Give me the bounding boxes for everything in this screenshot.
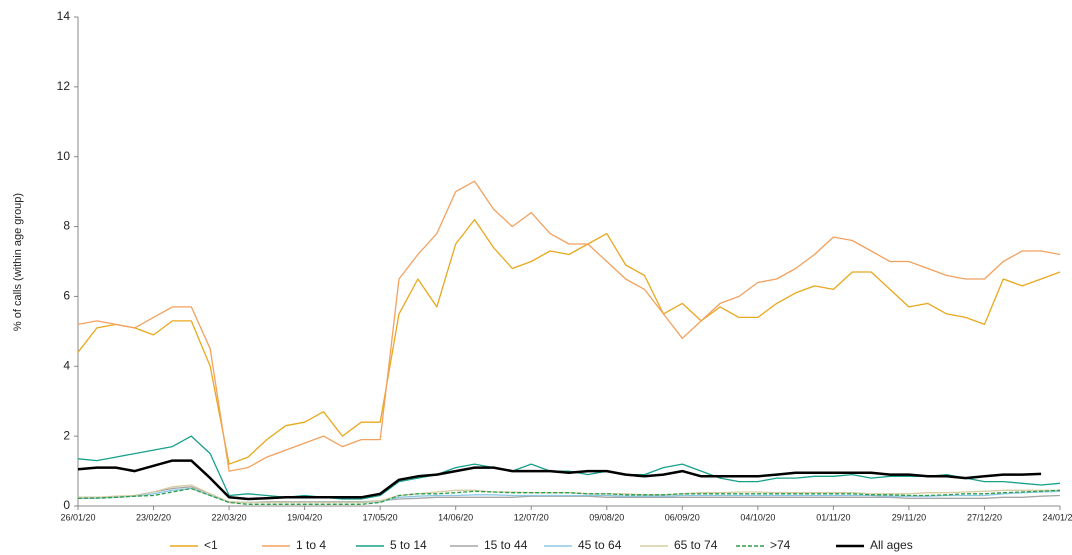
y-tick-label: 2 <box>63 428 70 442</box>
legend-label: 45 to 64 <box>578 538 622 552</box>
y-tick-label: 6 <box>63 289 70 303</box>
x-tick-label: 24/01/21 <box>1042 512 1072 522</box>
y-tick-label: 8 <box>63 219 70 233</box>
legend-label: 15 to 44 <box>484 538 528 552</box>
y-tick-label: 12 <box>57 79 71 93</box>
y-tick-label: 4 <box>63 358 70 372</box>
legend-label: 65 to 74 <box>674 538 718 552</box>
series-line <box>77 487 1061 505</box>
y-tick-label: 14 <box>57 9 71 23</box>
legend-label: 5 to 14 <box>390 538 427 552</box>
x-tick-label: 27/12/20 <box>967 512 1002 522</box>
x-tick-label: 17/05/20 <box>363 512 398 522</box>
x-tick-label: 01/11/20 <box>816 512 850 522</box>
x-tick-label: 12/07/20 <box>514 512 549 522</box>
x-tick-label: 06/09/20 <box>665 512 700 522</box>
y-tick-label: 0 <box>63 498 70 512</box>
y-tick-label: 10 <box>57 149 71 163</box>
x-tick-label: 29/11/20 <box>892 512 926 522</box>
x-tick-label: 26/01/20 <box>60 512 95 522</box>
series-line <box>77 218 1061 465</box>
legend-label: 1 to 4 <box>296 538 326 552</box>
series-line <box>77 180 1061 472</box>
series-line <box>77 459 1042 501</box>
legend-label: All ages <box>870 538 913 552</box>
x-tick-label: 09/08/20 <box>589 512 624 522</box>
series-line <box>77 435 1061 500</box>
x-tick-label: 23/02/20 <box>136 512 171 522</box>
legend-label: >74 <box>770 538 791 552</box>
x-tick-label: 04/10/20 <box>740 512 775 522</box>
y-axis-label: % of calls (within age group) <box>12 193 24 331</box>
legend-label: <1 <box>204 538 218 552</box>
x-tick-label: 19/04/20 <box>287 512 322 522</box>
x-tick-label: 14/06/20 <box>438 512 473 522</box>
x-tick-label: 22/03/20 <box>212 512 247 522</box>
